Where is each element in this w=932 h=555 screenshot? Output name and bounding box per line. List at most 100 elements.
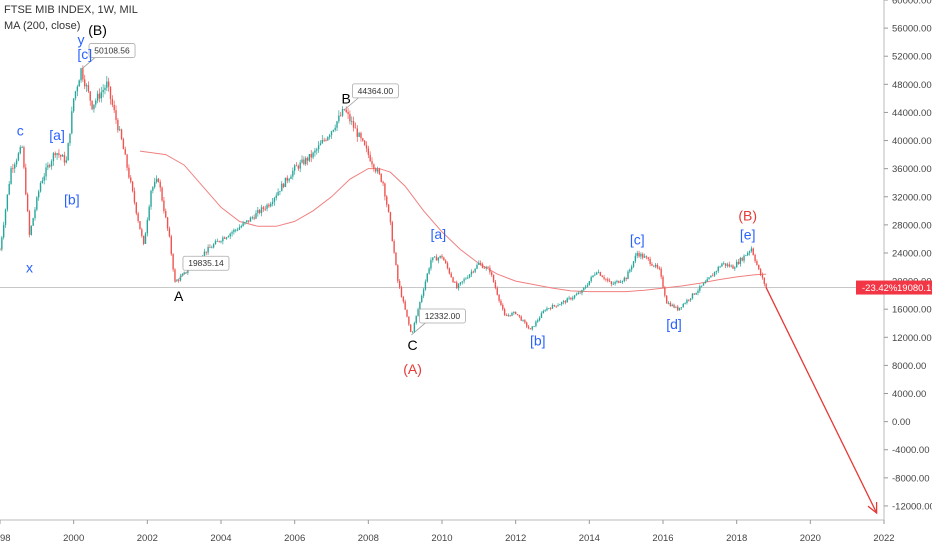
candle: [205, 251, 207, 256]
candle: [514, 311, 517, 315]
candle: [426, 272, 428, 283]
candle: [673, 303, 675, 309]
candle: [719, 265, 721, 268]
candles-layer: [0, 65, 767, 333]
candle: [610, 280, 613, 287]
candle: [496, 286, 498, 296]
candle: [67, 142, 69, 161]
candle: [347, 108, 349, 119]
candle: [113, 100, 115, 113]
indicator-legend: MA (200, close): [4, 20, 81, 32]
candle: [240, 224, 242, 229]
candle: [356, 125, 358, 142]
candle: [89, 90, 91, 106]
candle: [682, 303, 684, 308]
candle: [706, 277, 708, 282]
candle: [286, 175, 288, 184]
candle: [76, 84, 79, 97]
candle: [131, 180, 134, 193]
candle: [69, 133, 71, 147]
candle: [413, 321, 416, 333]
candle: [8, 181, 10, 196]
candle: [588, 281, 591, 286]
candle: [700, 285, 703, 288]
candle: [516, 314, 519, 316]
candle: [52, 151, 55, 166]
candle: [41, 177, 44, 184]
candle: [207, 244, 209, 255]
candle: [63, 151, 66, 166]
candle: [369, 151, 371, 162]
candle: [218, 240, 220, 243]
candle: [387, 203, 390, 213]
candle: [468, 273, 471, 279]
candle: [376, 166, 379, 174]
candle: [759, 268, 762, 277]
candle: [619, 279, 622, 284]
candle: [80, 67, 82, 83]
candle: [36, 196, 38, 212]
candle: [437, 256, 440, 264]
price-callout-label: 19835.14: [188, 258, 224, 268]
candle: [566, 297, 568, 303]
candle: [30, 225, 33, 236]
candle: [235, 228, 237, 233]
candle: [457, 282, 460, 291]
candle: [391, 220, 393, 242]
candle: [328, 133, 331, 140]
candle: [268, 202, 270, 208]
candle: [330, 130, 333, 139]
candle: [715, 270, 718, 275]
price-callout-label: 12332.00: [425, 311, 461, 321]
candle: [271, 198, 274, 207]
candle: [354, 122, 357, 129]
candle: [734, 266, 736, 271]
candle: [570, 297, 572, 301]
candle: [119, 126, 121, 132]
candle: [522, 319, 524, 322]
wave-label: (A): [403, 361, 422, 377]
price-change-label: -23.42%: [862, 283, 898, 294]
candle: [247, 220, 250, 224]
candle: [586, 282, 589, 288]
wave-label: (B): [738, 208, 757, 224]
wave-label: [a]: [431, 226, 447, 242]
candle: [303, 156, 305, 166]
price-callout: 12332.00: [411, 308, 466, 336]
candle: [643, 253, 646, 258]
x-tick-label: 2020: [800, 533, 821, 544]
candle: [531, 326, 533, 331]
candle: [544, 309, 546, 313]
x-tick-label: 2002: [137, 533, 158, 544]
candle: [680, 307, 683, 310]
candle: [465, 277, 467, 280]
candle: [728, 261, 730, 268]
candle: [623, 276, 626, 283]
candle: [292, 167, 294, 180]
candle: [594, 272, 596, 277]
candle: [555, 305, 557, 309]
candle: [72, 98, 75, 113]
candle: [54, 151, 56, 158]
candle: [332, 129, 335, 133]
candle: [402, 295, 405, 304]
candle: [737, 259, 740, 265]
candle: [122, 137, 125, 150]
candle: [461, 281, 463, 285]
candle: [527, 324, 530, 330]
candle: [26, 192, 29, 213]
candle: [491, 271, 493, 277]
candle: [669, 301, 672, 307]
candle: [546, 306, 548, 312]
candle: [537, 318, 539, 323]
candle: [282, 182, 285, 189]
candle: [216, 238, 219, 242]
candle: [562, 299, 565, 305]
candle: [404, 299, 406, 311]
candle: [485, 265, 487, 271]
candle: [375, 167, 377, 174]
candle: [253, 214, 255, 221]
candle: [227, 235, 230, 238]
candle: [575, 292, 578, 296]
